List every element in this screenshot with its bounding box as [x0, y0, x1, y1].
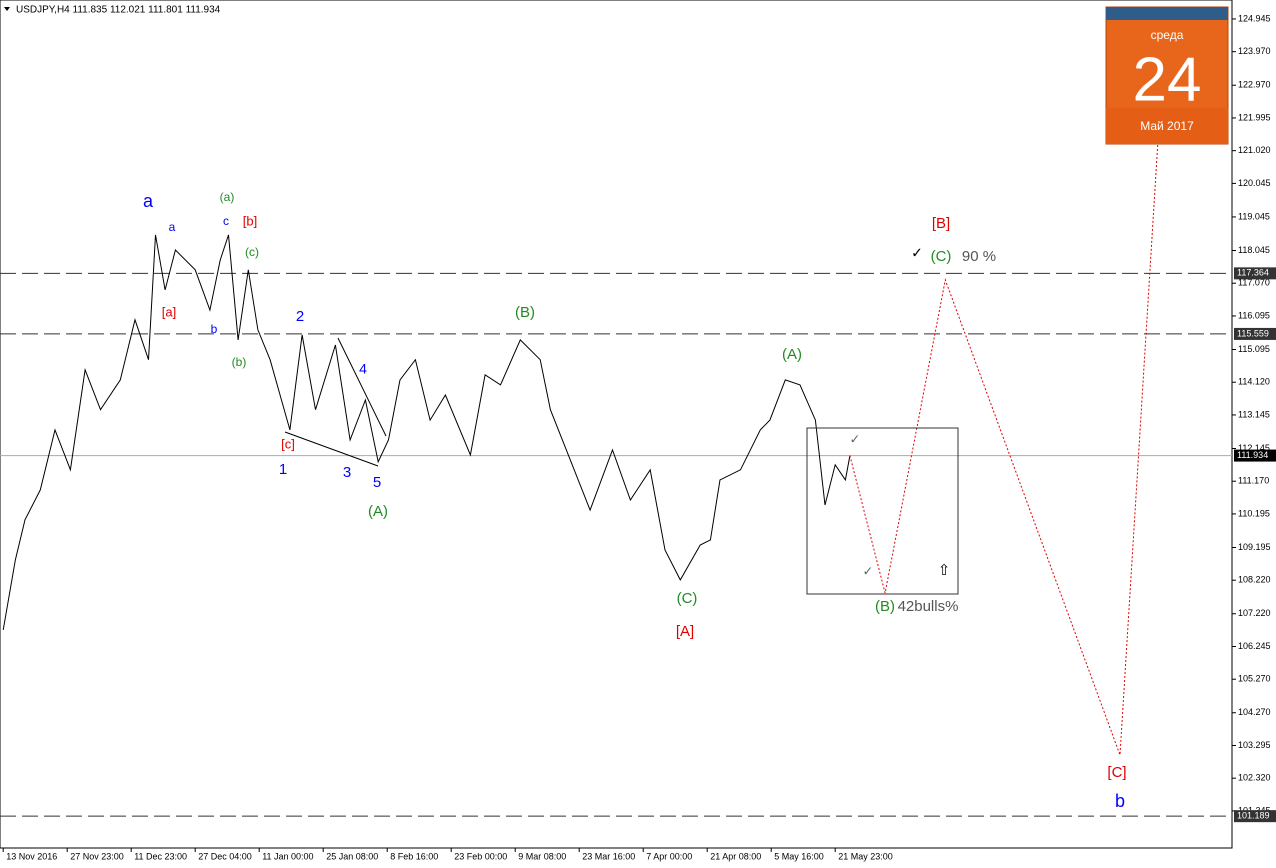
wave-label: (A) — [782, 346, 802, 363]
wave-label: c — [223, 214, 229, 228]
y-tick-label: 116.095 — [1238, 310, 1270, 320]
x-tick-label: 27 Dec 04:00 — [198, 851, 252, 861]
y-tick-label: 120.045 — [1238, 178, 1271, 188]
x-tick-label: 21 May 23:00 — [838, 851, 893, 861]
menu-arrow[interactable] — [4, 7, 10, 11]
y-tick-label: 106.245 — [1238, 641, 1271, 651]
wave-label: a — [143, 191, 154, 211]
y-tick-label: 113.145 — [1238, 409, 1270, 419]
y-tick-label: 119.045 — [1238, 211, 1270, 221]
calendar-day: 24 — [1133, 45, 1202, 114]
current-price-label: 111.934 — [1237, 450, 1268, 460]
wedge-line — [284, 431, 379, 467]
calendar-weekday: среда — [1151, 28, 1184, 42]
wave-label: 42bulls% — [898, 598, 959, 615]
level-label-bg — [1234, 267, 1276, 280]
wave-label: b — [211, 322, 218, 336]
level-label-bg — [1234, 327, 1276, 340]
check-icon: ✓ — [850, 431, 861, 446]
x-tick-label: 9 Mar 08:00 — [518, 851, 566, 861]
plot-frame — [0, 0, 1233, 849]
x-tick-label: 13 Nov 2016 — [6, 851, 57, 861]
chart-title: USDJPY,H4 111.835 112.021 111.801 111.93… — [16, 5, 221, 16]
x-tick-label: 11 Dec 23:00 — [134, 851, 187, 861]
wave-label: [B] — [932, 215, 950, 232]
y-tick-label: 121.020 — [1238, 145, 1271, 155]
wave-label: (C) — [931, 248, 952, 265]
wave-label: [C] — [1107, 764, 1126, 781]
x-tick-label: 21 Apr 08:00 — [710, 851, 761, 861]
x-tick-label: 23 Feb 00:00 — [454, 851, 507, 861]
x-tick-label: 7 Apr 00:00 — [646, 851, 692, 861]
wave-label: 4 — [359, 361, 367, 377]
y-tick-label: 110.195 — [1238, 508, 1270, 518]
y-tick-label: 111.170 — [1238, 476, 1269, 486]
y-tick-label: 114.120 — [1238, 377, 1270, 387]
calendar-widget: среда 24 Май 2017 — [1105, 6, 1229, 145]
wave-label: (A) — [368, 503, 388, 520]
y-tick-label: 109.195 — [1238, 542, 1271, 552]
wave-label: (b) — [232, 355, 247, 369]
x-tick-label: 27 Nov 23:00 — [70, 851, 124, 861]
level-label: 101.189 — [1237, 811, 1270, 821]
y-tick-label: 122.970 — [1238, 80, 1271, 90]
wave-label: b — [1115, 791, 1125, 811]
wave-label: a — [169, 220, 176, 234]
level-label-bg — [1234, 810, 1276, 823]
level-label: 117.364 — [1237, 268, 1269, 278]
price-line — [2, 234, 851, 630]
level-label: 115.559 — [1237, 328, 1269, 338]
wave-label: (B) — [875, 598, 895, 615]
y-tick-label: 112.145 — [1238, 443, 1270, 453]
up-arrow-icon: ⇧ — [938, 562, 951, 579]
wave-label: [A] — [676, 623, 694, 640]
y-tick-label: 124.945 — [1238, 13, 1271, 23]
y-tick-label: 105.270 — [1238, 674, 1271, 684]
y-tick-label: 123.970 — [1238, 46, 1271, 56]
x-tick-label: 25 Jan 08:00 — [326, 851, 378, 861]
wave-label: 1 — [279, 461, 287, 478]
wave-label: [c] — [281, 436, 295, 451]
wave-label: (C) — [677, 590, 698, 607]
x-tick-label: 23 Mar 16:00 — [582, 851, 635, 861]
y-tick-label: 107.220 — [1238, 608, 1271, 618]
wedge-line — [337, 337, 387, 437]
current-price-bg — [1234, 449, 1276, 462]
forecast-box — [806, 427, 959, 595]
forecast-line — [849, 20, 1166, 756]
wave-label: (B) — [515, 304, 535, 321]
wave-label: 5 — [373, 474, 381, 491]
y-tick-label: 118.045 — [1238, 245, 1270, 255]
calendar-month: Май 2017 — [1140, 119, 1194, 133]
y-tick-label: 121.995 — [1238, 112, 1271, 122]
wave-label: 2 — [296, 308, 304, 325]
wave-label: 3 — [343, 464, 351, 481]
wave-label: 90 % — [962, 248, 996, 265]
wave-label: [a] — [162, 304, 176, 319]
x-tick-label: 8 Feb 16:00 — [390, 851, 438, 861]
y-tick-label: 117.070 — [1238, 278, 1270, 288]
wave-label: [b] — [243, 213, 257, 228]
y-tick-label: 115.095 — [1238, 344, 1270, 354]
check-icon: ✓ — [911, 245, 923, 261]
y-tick-label: 104.270 — [1238, 707, 1271, 717]
x-tick-label: 11 Jan 00:00 — [262, 851, 313, 861]
y-tick-label: 103.295 — [1238, 740, 1271, 750]
x-tick-label: 5 May 16:00 — [774, 851, 824, 861]
y-tick-label: 102.320 — [1238, 773, 1271, 783]
wave-label: (a) — [220, 190, 235, 204]
check-icon: ✓ — [863, 563, 874, 578]
wave-label: (c) — [245, 245, 259, 259]
y-tick-label: 108.220 — [1238, 575, 1271, 585]
